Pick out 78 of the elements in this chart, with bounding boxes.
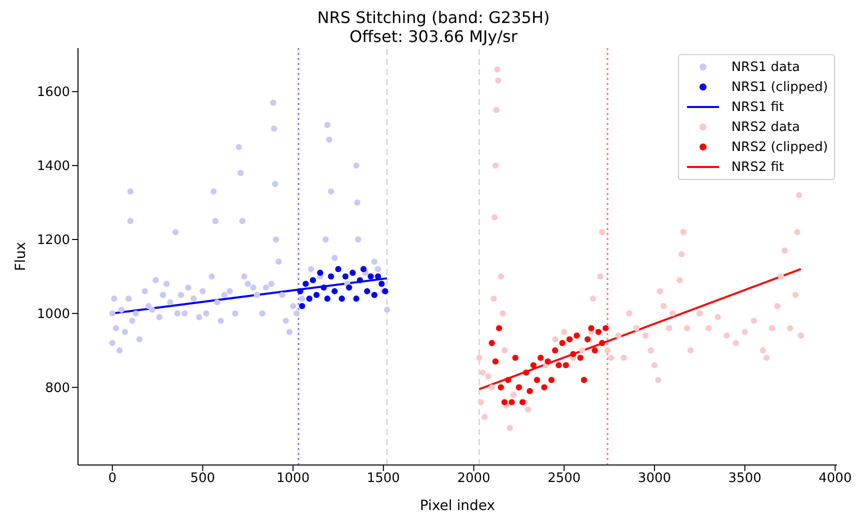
point [364, 288, 370, 294]
point [371, 292, 378, 298]
point [559, 340, 566, 346]
point [368, 273, 374, 280]
point [335, 266, 342, 272]
point [342, 273, 349, 280]
point [580, 376, 588, 384]
point [508, 399, 515, 406]
x-tick-label: 3500 [728, 471, 762, 486]
point [378, 280, 385, 287]
point [306, 296, 312, 302]
point [324, 296, 330, 302]
point [577, 354, 584, 361]
x-tick-label: 3000 [638, 471, 672, 486]
point [492, 358, 499, 365]
point [310, 277, 316, 284]
point [501, 399, 508, 406]
point [526, 388, 533, 394]
point [505, 376, 512, 384]
point [584, 336, 591, 342]
point [332, 288, 338, 294]
x-tick-label: 1500 [366, 471, 400, 486]
point [488, 340, 495, 346]
point [562, 362, 570, 368]
legend-label: NRS1 fit [731, 100, 784, 114]
point [328, 273, 334, 280]
x-tick-label: 2000 [457, 471, 490, 486]
point [498, 384, 504, 390]
point [346, 284, 352, 291]
y-tick-label: 1000 [36, 307, 70, 322]
x-tick-label: 0 [108, 471, 116, 486]
point [566, 336, 573, 342]
point [544, 358, 551, 365]
point [523, 369, 530, 376]
chart-title: NRS Stitching (band: G235H) [316, 8, 551, 27]
point [313, 292, 320, 298]
x-tick-label: 4000 [818, 471, 852, 486]
point [496, 325, 502, 332]
point [338, 296, 345, 302]
point [353, 296, 360, 302]
point [556, 362, 562, 368]
y-tick-label: 1600 [36, 85, 70, 100]
point [574, 332, 580, 339]
point [356, 277, 364, 284]
x-tick-label: 1000 [276, 471, 310, 486]
point [302, 280, 309, 287]
y-tick-label: 1400 [36, 159, 70, 174]
point [552, 347, 558, 354]
legend-label: NRS1 (clipped) [731, 80, 828, 94]
point [530, 362, 536, 368]
point [350, 270, 356, 276]
chart-subtitle: Offset: 303.66 MJy/sr [348, 27, 518, 46]
point [317, 270, 324, 276]
y-tick-label: 800 [45, 380, 70, 396]
point [538, 354, 544, 361]
y-axis-title: Flux [12, 242, 29, 272]
point [548, 376, 555, 384]
point [588, 325, 594, 332]
point [541, 384, 548, 390]
point [512, 354, 518, 361]
legend-label: NRS2 data [731, 120, 800, 134]
point [298, 302, 306, 310]
point [595, 328, 602, 335]
point [297, 288, 304, 294]
legend-label: NRS2 fit [731, 160, 784, 174]
point [570, 351, 576, 358]
point [320, 284, 327, 291]
point [360, 266, 367, 272]
legend-label: NRS2 (clipped) [731, 140, 828, 154]
point [374, 273, 382, 280]
legend-label: NRS1 data [731, 60, 800, 74]
point [598, 340, 606, 346]
x-axis-title: Pixel index [420, 498, 496, 514]
x-tick-label: 2500 [548, 471, 581, 486]
point [592, 347, 598, 354]
point [602, 325, 609, 332]
x-tick-label: 500 [190, 471, 216, 486]
y-tick-label: 1200 [36, 233, 70, 248]
